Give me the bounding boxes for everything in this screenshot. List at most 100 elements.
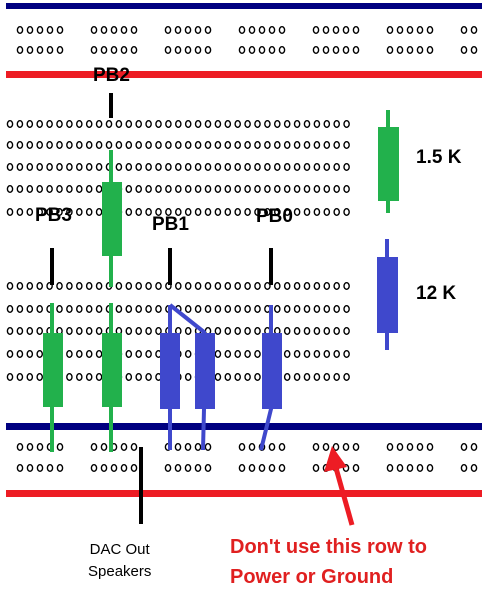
- breadboard-hole: [16, 305, 24, 314]
- breadboard-hole: [293, 184, 301, 193]
- breadboard-hole: [56, 46, 64, 55]
- breadboard-hole: [254, 119, 261, 128]
- breadboard-hole: [125, 184, 133, 193]
- breadboard-hole: [36, 282, 44, 291]
- breadboard-hole: [244, 373, 251, 382]
- breadboard-hole: [95, 282, 103, 291]
- breadboard-hole: [165, 119, 172, 128]
- breadboard-hole: [214, 140, 222, 149]
- breadboard-hole: [130, 443, 138, 452]
- breadboard-hole: [313, 140, 321, 149]
- breadboard-hole: [343, 305, 350, 314]
- breadboard-hole: [120, 26, 128, 35]
- breadboard-hole: [234, 327, 241, 336]
- breadboard-hole: [264, 140, 271, 149]
- breadboard-hole: [293, 282, 301, 291]
- breadboard-hole: [6, 327, 14, 336]
- breadboard-hole: [85, 327, 93, 336]
- breadboard-hole: [174, 119, 182, 128]
- breadboard-hole: [244, 350, 251, 359]
- breadboard-hole: [125, 207, 133, 216]
- breadboard-hole: [6, 305, 14, 314]
- breadboard-hole: [333, 373, 341, 382]
- breadboard-hole: [283, 207, 291, 216]
- breadboard-hole: [145, 162, 152, 171]
- breadboard-hole: [323, 207, 331, 216]
- breadboard-hole: [145, 305, 152, 314]
- breadboard-hole: [95, 327, 103, 336]
- breadboard-hole: [26, 46, 34, 55]
- breadboard-hole: [16, 184, 24, 193]
- breadboard-hole: [268, 443, 276, 452]
- breadboard-hole: [268, 26, 276, 35]
- breadboard-hole: [174, 207, 182, 216]
- breadboard-hole: [406, 26, 414, 35]
- breadboard-hole: [184, 26, 192, 35]
- breadboard-hole: [130, 464, 138, 473]
- breadboard-hole: [352, 464, 360, 473]
- breadboard-hole: [244, 282, 251, 291]
- breadboard-hole: [135, 327, 142, 336]
- breadboard-hole: [214, 373, 222, 382]
- breadboard-hole: [194, 282, 202, 291]
- breadboard-hole: [312, 46, 320, 55]
- breadboard-hole: [110, 46, 118, 55]
- breadboard-hole: [204, 443, 212, 452]
- top-red-rail: [6, 71, 482, 78]
- breadboard-hole: [224, 373, 232, 382]
- warning-text: Don't use this row to Power or Ground: [230, 532, 427, 592]
- breadboard-hole: [234, 350, 241, 359]
- breadboard-hole: [165, 162, 172, 171]
- breadboard-hole: [174, 443, 182, 452]
- breadboard-hole: [312, 443, 320, 452]
- bottom-red-rail: [6, 490, 482, 497]
- breadboard-hole: [313, 373, 321, 382]
- breadboard-hole: [293, 140, 301, 149]
- breadboard-hole: [273, 207, 281, 216]
- breadboard-hole: [36, 119, 44, 128]
- breadboard-hole: [312, 464, 320, 473]
- breadboard-hole: [194, 119, 202, 128]
- breadboard-hole: [214, 119, 222, 128]
- breadboard-hole: [174, 46, 182, 55]
- breadboard-hole: [46, 46, 54, 55]
- breadboard-hole: [16, 162, 24, 171]
- breadboard-hole: [184, 140, 192, 149]
- breadboard-hole: [145, 327, 152, 336]
- breadboard-hole: [224, 140, 232, 149]
- breadboard-hole: [214, 184, 222, 193]
- breadboard-hole: [416, 26, 424, 35]
- breadboard-hole: [234, 162, 241, 171]
- breadboard-hole: [313, 207, 321, 216]
- breadboard-hole: [76, 119, 83, 128]
- breadboard-hole: [238, 443, 246, 452]
- breadboard-hole: [165, 207, 172, 216]
- breadboard-hole: [254, 373, 261, 382]
- breadboard-hole: [323, 162, 331, 171]
- breadboard-hole: [333, 119, 341, 128]
- breadboard-hole: [204, 184, 212, 193]
- breadboard-hole: [56, 184, 63, 193]
- breadboard-hole: [254, 327, 261, 336]
- breadboard-hole: [85, 350, 93, 359]
- breadboard-hole: [16, 282, 24, 291]
- breadboard-hole: [342, 443, 350, 452]
- pb2-label: PB2: [93, 65, 130, 86]
- breadboard-hole: [278, 26, 286, 35]
- breadboard-hole: [332, 443, 340, 452]
- breadboard-hole: [254, 282, 261, 291]
- breadboard-hole: [66, 282, 73, 291]
- resistor-pb2-chain: [102, 303, 122, 452]
- breadboard-hole: [343, 373, 350, 382]
- breadboard-hole: [174, 140, 182, 149]
- breadboard-hole: [36, 327, 44, 336]
- breadboard-hole: [460, 443, 468, 452]
- breadboard-hole: [145, 282, 152, 291]
- breadboard-hole: [278, 443, 286, 452]
- breadboard-hole: [76, 327, 83, 336]
- breadboard-hole: [184, 350, 192, 359]
- legend-green-resistor: [378, 110, 399, 213]
- breadboard-hole: [333, 282, 341, 291]
- breadboard-hole: [76, 184, 83, 193]
- breadboard-hole: [258, 464, 266, 473]
